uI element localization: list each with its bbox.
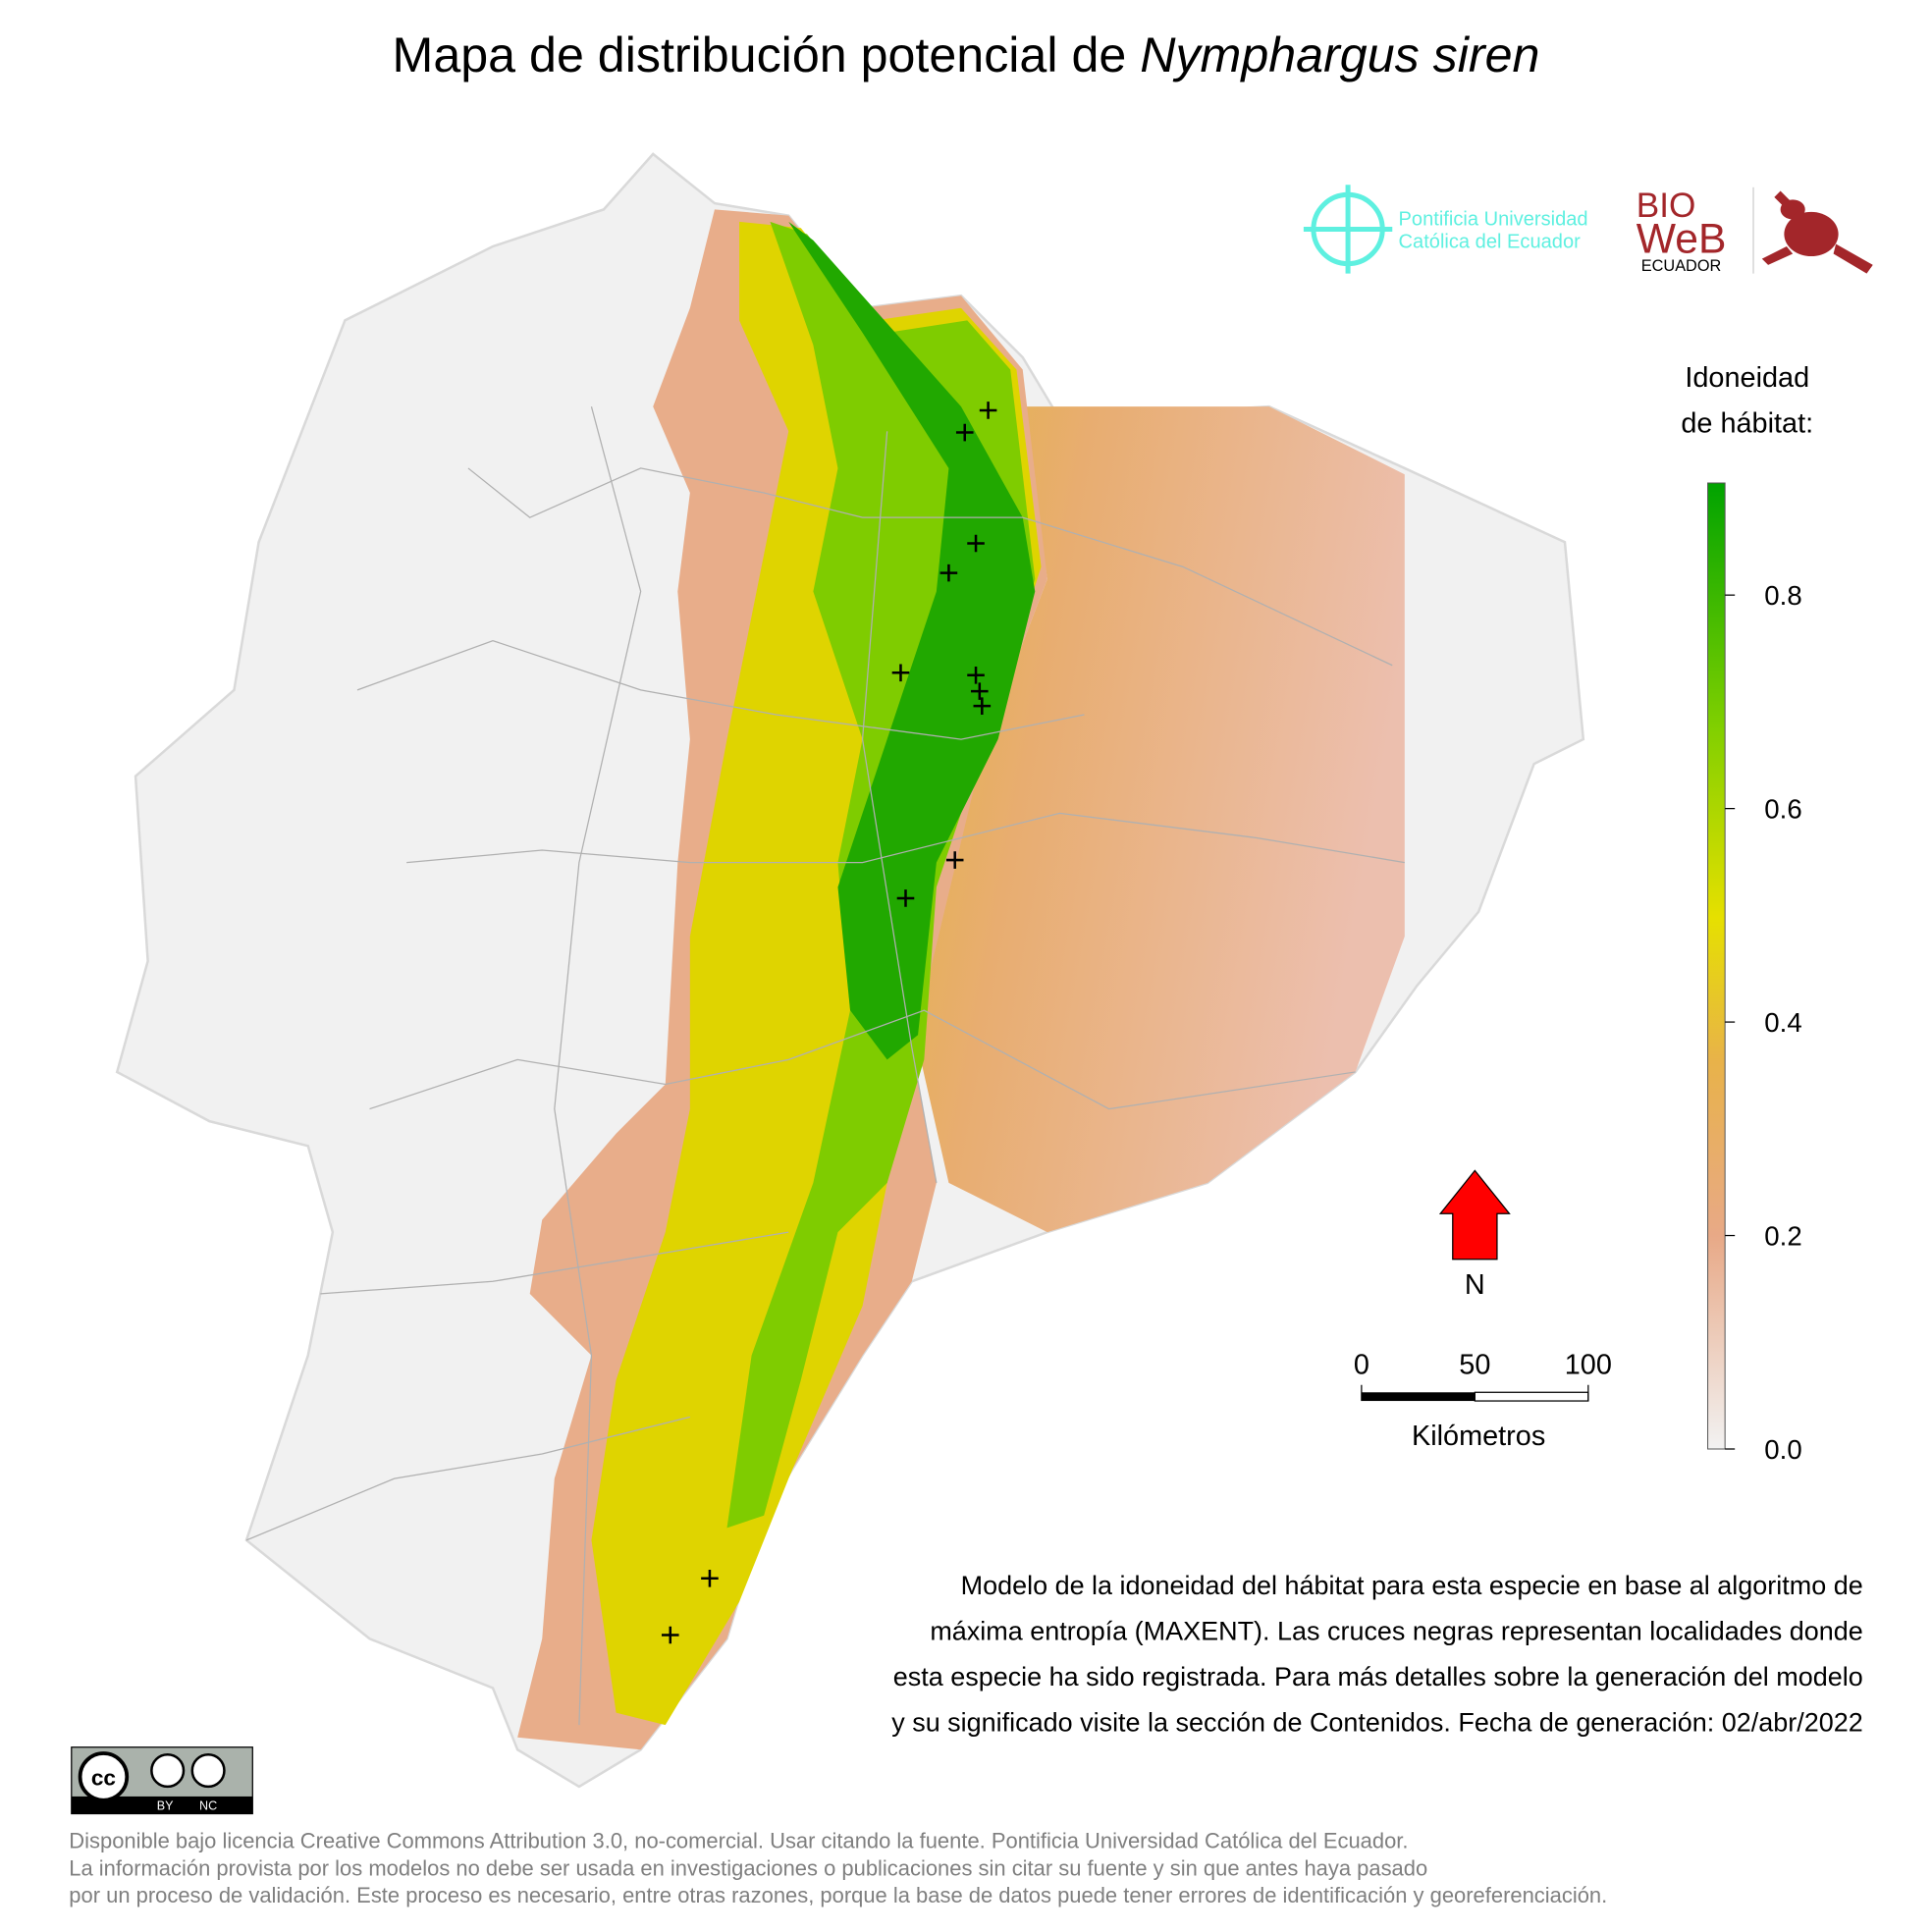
puce-name-line2: Católica del Ecuador	[1399, 231, 1582, 252]
noncommercial-icon	[190, 1753, 226, 1789]
description-line: Modelo de la idoneidad del hábitat para …	[961, 1571, 1863, 1600]
locality-cross-marker	[891, 664, 910, 682]
puce-emblem-icon	[1303, 185, 1393, 274]
locality-cross-marker	[967, 534, 985, 553]
puce-name-line1: Pontificia Universidad	[1399, 209, 1588, 231]
footer: Disponible bajo licencia Creative Common…	[69, 1829, 1607, 1907]
color-bar	[1707, 482, 1726, 1450]
footer-line: La información provista por los modelos …	[69, 1855, 1427, 1880]
north-arrow-icon	[1438, 1169, 1511, 1261]
locality-cross-marker	[979, 402, 997, 419]
locality-cross-marker	[701, 1570, 719, 1587]
legend-tick-label: 0.2	[1764, 1221, 1801, 1252]
locality-cross-marker	[955, 423, 974, 442]
scale-label-50: 50	[1459, 1349, 1490, 1380]
locality-cross-marker	[973, 697, 992, 715]
scale-label-0: 0	[1354, 1349, 1369, 1380]
cc-text: cc	[91, 1766, 116, 1791]
frog-icon	[1761, 190, 1873, 274]
andes-core-suitability	[788, 221, 1036, 1060]
legend-tick-label: 0.8	[1764, 580, 1801, 611]
puce-logo: Pontificia Universidad Católica del Ecua…	[1303, 185, 1588, 274]
locality-markers	[661, 402, 997, 1644]
description: Modelo de la idoneidad del hábitat para …	[891, 1571, 1862, 1737]
map-title: Mapa de distribución potencial de Nympha…	[393, 27, 1540, 82]
legend-tick-label: 0.0	[1764, 1434, 1801, 1465]
locality-cross-marker	[661, 1626, 679, 1644]
cc-icon	[78, 1751, 130, 1802]
bioweb-bio: BIO	[1637, 187, 1696, 225]
attribution-icon	[150, 1753, 186, 1789]
bioweb-web: WeB	[1637, 215, 1727, 262]
north-label: N	[1465, 1269, 1485, 1301]
description-line: y su significado visite la sección de Co…	[891, 1707, 1862, 1737]
legend-title-line1: Idoneidad	[1685, 362, 1809, 394]
nc-label: NC	[199, 1799, 217, 1813]
legend: Idoneidad de hábitat: 0.8 0.6 0.4 0.2 0.0	[1681, 362, 1813, 1465]
east-lowlands-suitability	[899, 406, 1405, 1233]
scale-label-100: 100	[1565, 1349, 1612, 1380]
cc-license-badge: cc BY NC	[71, 1746, 253, 1815]
scale-unit: Kilómetros	[1412, 1421, 1545, 1452]
locality-cross-marker	[967, 667, 985, 684]
north-arrow: N	[1438, 1169, 1511, 1301]
scale-bar: 0 50 100 Kilómetros	[1354, 1349, 1612, 1452]
description-line: máxima entropía (MAXENT). Las cruces neg…	[930, 1617, 1862, 1646]
locality-cross-marker	[896, 889, 915, 907]
province-boundaries	[245, 406, 1405, 1726]
legend-tick-label: 0.4	[1764, 1007, 1801, 1038]
locality-cross-marker	[939, 564, 958, 582]
ecuador-map	[115, 152, 1585, 1789]
footer-line: por un proceso de validación. Este proce…	[69, 1883, 1607, 1907]
footer-line: Disponible bajo licencia Creative Common…	[69, 1829, 1408, 1853]
bioweb-ecuador: ECUADOR	[1641, 257, 1722, 275]
locality-cross-marker	[945, 851, 964, 869]
legend-tick-label: 0.6	[1764, 794, 1801, 825]
legend-title-line2: de hábitat:	[1681, 408, 1813, 440]
description-line: esta especie ha sido registrada. Para má…	[893, 1662, 1863, 1691]
locality-cross-marker	[971, 682, 989, 700]
by-label: BY	[157, 1799, 174, 1813]
bioweb-logo: BIO WeB ECUADOR	[1637, 187, 1873, 275]
